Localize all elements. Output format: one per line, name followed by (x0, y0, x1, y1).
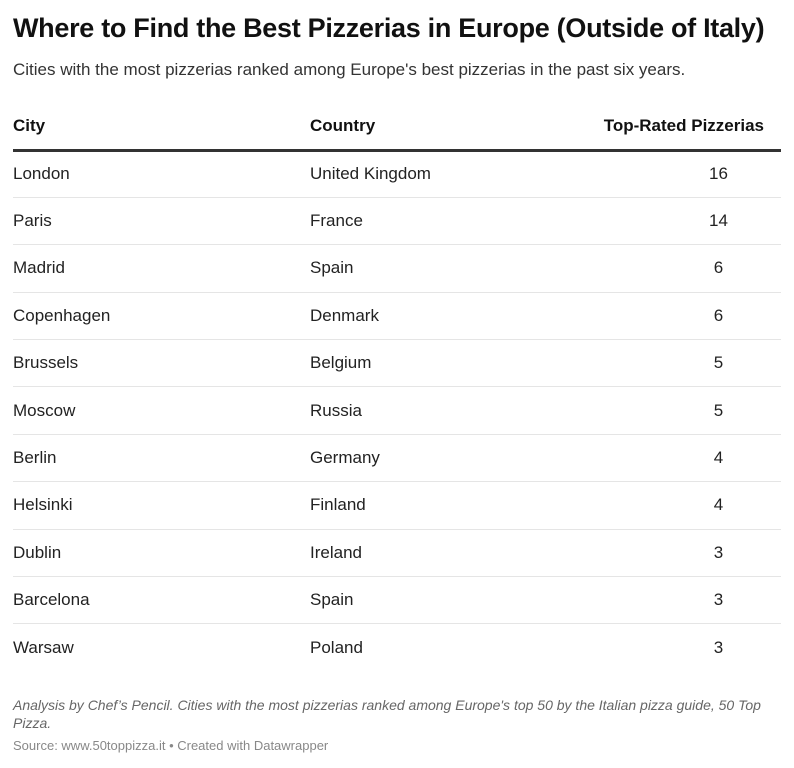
cell-country: Germany (310, 434, 560, 483)
cell-pizzerias: 4 (560, 434, 781, 483)
table-row: Paris France 14 (13, 197, 781, 246)
column-header-city[interactable]: City (13, 104, 310, 152)
cell-city: London (13, 150, 310, 198)
cell-pizzerias: 16 (560, 150, 781, 198)
table-row: Madrid Spain 6 (13, 244, 781, 293)
cell-city: Madrid (13, 244, 310, 293)
cell-city: Helsinki (13, 481, 310, 530)
table-row: Brussels Belgium 5 (13, 339, 781, 388)
cell-pizzerias: 5 (560, 339, 781, 388)
cell-city: Warsaw (13, 637, 74, 657)
chart-source: Source: www.50toppizza.it • Created with… (13, 738, 329, 753)
cell-country: France (310, 197, 560, 246)
cell-pizzerias: 5 (560, 386, 781, 435)
table-row: Berlin Germany 4 (13, 434, 781, 483)
cell-country: Belgium (310, 339, 560, 388)
cell-country: Poland (310, 637, 363, 657)
cell-pizzerias: 3 (713, 637, 724, 657)
table-row: Moscow Russia 5 (13, 386, 781, 435)
table-row: Warsaw Poland 3 (13, 624, 781, 671)
cell-city: Barcelona (13, 576, 310, 625)
table-row: London United Kingdom 16 (13, 150, 781, 198)
table-row: Barcelona Spain 3 (13, 576, 781, 625)
cell-country: Ireland (310, 529, 560, 578)
cell-city: Moscow (13, 386, 310, 435)
cell-country: Finland (310, 481, 560, 530)
cell-pizzerias: 14 (560, 197, 781, 246)
cell-country: Spain (310, 244, 560, 293)
cell-city: Copenhagen (13, 292, 310, 341)
cell-city: Paris (13, 197, 310, 246)
cell-city: Berlin (13, 434, 310, 483)
table-header-row: City Country Top-Rated Pizzerias (13, 104, 781, 152)
cell-pizzerias: 3 (560, 576, 781, 625)
cell-pizzerias: 6 (560, 292, 781, 341)
cell-pizzerias: 4 (560, 481, 781, 530)
chart-subtitle: Cities with the most pizzerias ranked am… (13, 60, 686, 79)
column-header-pizzerias[interactable]: Top-Rated Pizzerias (560, 104, 781, 152)
chart-notes: Analysis by Chef’s Pencil. Cities with t… (13, 697, 761, 731)
column-header-country[interactable]: Country (310, 104, 560, 152)
cell-country: United Kingdom (310, 150, 560, 198)
cell-city: Dublin (13, 529, 310, 578)
table-row: Dublin Ireland 3 (13, 529, 781, 578)
table-row: Copenhagen Denmark 6 (13, 292, 781, 341)
cell-pizzerias: 6 (560, 244, 781, 293)
cell-country: Russia (310, 386, 560, 435)
data-table: City Country Top-Rated Pizzerias London U… (13, 104, 781, 671)
cell-city: Brussels (13, 339, 310, 388)
cell-pizzerias: 3 (560, 529, 781, 578)
chart-title: Where to Find the Best Pizzerias in Euro… (13, 13, 765, 43)
cell-country: Spain (310, 576, 560, 625)
table-row: Helsinki Finland 4 (13, 481, 781, 530)
cell-country: Denmark (310, 292, 560, 341)
